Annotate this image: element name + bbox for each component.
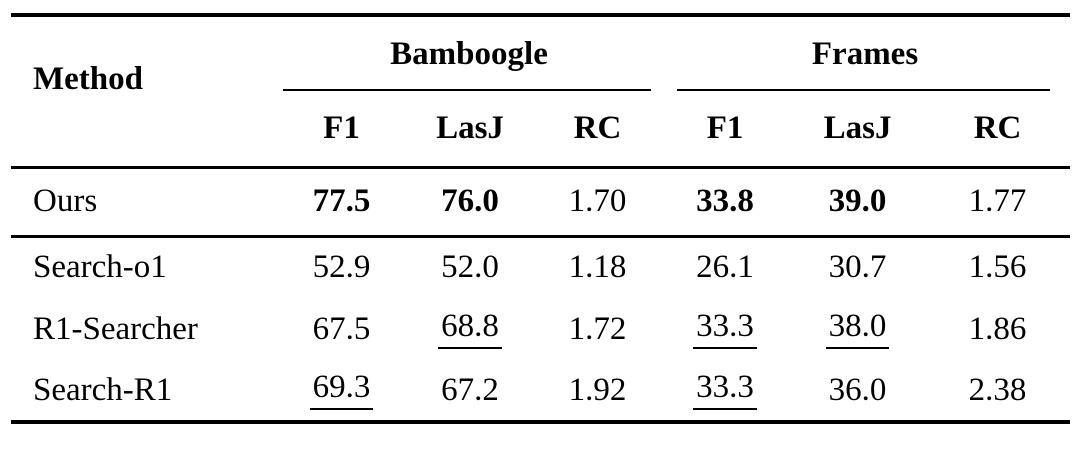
value-cell: 77.5	[278, 167, 405, 238]
group-header-frames-inner: Frames	[660, 17, 1070, 91]
value-cell: 1.92	[535, 360, 661, 424]
column-header-frames-f1: F1	[660, 91, 791, 169]
value-cell: 52.0	[405, 236, 535, 298]
column-header-bamboogle-lasj: LasJ	[405, 91, 535, 169]
value-cell: 1.77	[925, 167, 1071, 238]
column-header-frames-rc: RC	[925, 91, 1071, 169]
value: 67.2	[441, 371, 499, 408]
value-cell: 69.3	[278, 360, 405, 424]
second-best-value: 33.3	[693, 370, 757, 410]
second-best-value: 68.8	[438, 309, 502, 349]
value-cell: 1.72	[535, 298, 660, 360]
second-best-value: 69.3	[309, 370, 374, 410]
best-value: 76.0	[441, 183, 499, 219]
value: 2.38	[968, 371, 1027, 408]
column-header-bamboogle-rc: RC	[535, 91, 661, 169]
method-cell: R1-Searcher	[11, 298, 278, 360]
value-cell: 67.2	[405, 360, 535, 424]
column-header-frames-lasj: LasJ	[790, 91, 926, 169]
cmidrule-bamboogle	[283, 89, 652, 91]
value: 1.86	[968, 310, 1027, 347]
group-label-frames: Frames	[811, 35, 919, 72]
value: 52.0	[441, 249, 499, 286]
value: 1.70	[568, 183, 627, 219]
method-name: Search-R1	[33, 371, 173, 408]
method-cell: Ours	[11, 167, 278, 238]
value-cell: 1.18	[535, 236, 660, 298]
method-cell: Search-R1	[11, 360, 278, 424]
metric-header-row: F1 LasJ RC F1 LasJ RC	[11, 91, 1071, 169]
value-cell: 76.0	[405, 167, 535, 238]
results-table: Method Bamboogle Frames F1 LasJ RC F1 La…	[11, 13, 1071, 424]
cmidrule-frames	[677, 89, 1051, 91]
method-name: Ours	[33, 183, 98, 219]
value-cell: 33.3	[660, 298, 790, 360]
value: 67.5	[312, 310, 371, 347]
value: 1.56	[968, 249, 1027, 286]
value-cell: 1.70	[535, 167, 661, 238]
value: 1.18	[568, 249, 627, 286]
value-cell: 1.86	[925, 298, 1070, 360]
value-cell: 68.8	[405, 298, 535, 360]
value-cell: 33.3	[660, 360, 791, 424]
best-value: 33.8	[696, 183, 754, 219]
value: 26.1	[696, 249, 754, 286]
second-best-value: 33.3	[693, 309, 757, 349]
value-cell: 38.0	[790, 298, 925, 360]
value: 1.92	[568, 371, 627, 408]
method-name: Search-o1	[33, 249, 167, 286]
value-cell: 39.0	[790, 167, 926, 238]
second-best-value: 38.0	[825, 309, 890, 349]
value: 36.0	[828, 371, 887, 408]
table-row-ours: Ours 77.5 76.0 1.70 33.8 39.0 1.77	[11, 167, 1071, 238]
table-row-search-o1: Search-o1 52.9 52.0 1.18 26.1 30.7 1.56	[11, 236, 1070, 298]
value: 30.7	[828, 249, 887, 286]
value: 1.72	[568, 310, 627, 347]
group-header-bamboogle-inner: Bamboogle	[278, 17, 660, 91]
value-cell: 2.38	[925, 360, 1071, 424]
group-label-bamboogle: Bamboogle	[390, 35, 548, 72]
value-cell: 1.56	[925, 236, 1070, 298]
column-header-method: Method	[11, 13, 278, 169]
best-value: 77.5	[312, 183, 371, 219]
value-cell: 30.7	[790, 236, 925, 298]
table-row-r1-searcher: R1-Searcher 67.5 68.8 1.72 33.3 38.0 1.8…	[11, 298, 1070, 360]
value-cell: 36.0	[790, 360, 926, 424]
group-header-frames: Frames	[660, 13, 1071, 91]
method-name: R1-Searcher	[33, 310, 198, 347]
best-value: 39.0	[828, 183, 887, 219]
value: 1.77	[968, 183, 1027, 219]
group-header-bamboogle: Bamboogle	[278, 13, 661, 91]
table-row-search-r1: Search-R1 69.3 67.2 1.92 33.3 36.0 2.38	[11, 360, 1071, 424]
value-cell: 52.9	[278, 236, 405, 298]
method-cell: Search-o1	[11, 236, 278, 298]
value-cell: 26.1	[660, 236, 790, 298]
value-cell: 67.5	[278, 298, 405, 360]
group-header-row: Method Bamboogle Frames	[11, 13, 1071, 169]
value: 52.9	[312, 249, 371, 286]
value-cell: 33.8	[660, 167, 791, 238]
column-header-bamboogle-f1: F1	[278, 91, 405, 169]
